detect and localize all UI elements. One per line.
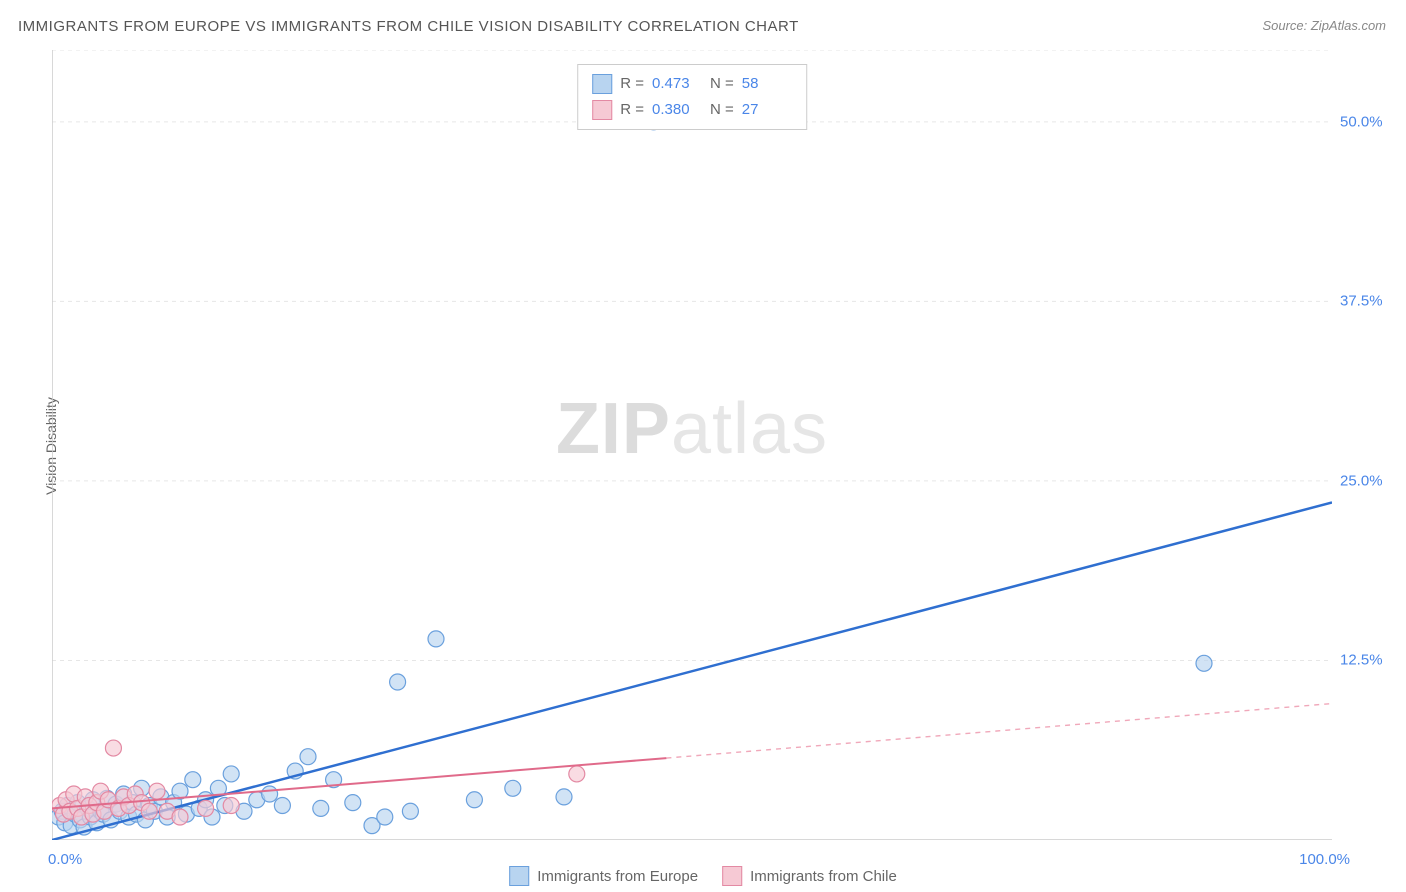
x-tick-min: 0.0% (48, 851, 82, 868)
data-point (402, 803, 418, 819)
stats-legend-row: R = 0.380 N = 27 (592, 97, 792, 123)
legend-item: Immigrants from Chile (722, 866, 897, 886)
data-point (377, 809, 393, 825)
legend-swatch (722, 866, 742, 886)
legend-label: Immigrants from Europe (537, 868, 698, 885)
data-point (149, 783, 165, 799)
data-point (1196, 655, 1212, 671)
n-label: N = (710, 71, 734, 97)
data-point (390, 674, 406, 690)
n-value: 27 (742, 97, 792, 123)
n-label: N = (710, 97, 734, 123)
stats-legend: R = 0.473 N = 58 R = 0.380 N = 27 (577, 64, 807, 130)
plot-area: ZIPatlas R = 0.473 N = 58 R = 0.380 N = … (52, 50, 1332, 840)
r-label: R = (620, 71, 644, 97)
source-label: Source: ZipAtlas.com (1262, 18, 1386, 33)
n-value: 58 (742, 71, 792, 97)
y-tick-label: 50.0% (1340, 113, 1400, 130)
scatter-svg (52, 50, 1332, 840)
x-tick-max: 100.0% (1299, 851, 1350, 868)
legend-swatch (592, 74, 612, 94)
data-point (274, 798, 290, 814)
r-value: 0.380 (652, 97, 702, 123)
legend-label: Immigrants from Chile (750, 868, 897, 885)
data-point (300, 749, 316, 765)
data-point (569, 766, 585, 782)
data-point (345, 795, 361, 811)
data-point (223, 766, 239, 782)
legend-swatch (592, 100, 612, 120)
data-point (466, 792, 482, 808)
data-point (198, 800, 214, 816)
r-value: 0.473 (652, 71, 702, 97)
r-label: R = (620, 97, 644, 123)
chart-container: IMMIGRANTS FROM EUROPE VS IMMIGRANTS FRO… (0, 0, 1406, 892)
data-point (105, 740, 121, 756)
chart-title: IMMIGRANTS FROM EUROPE VS IMMIGRANTS FRO… (18, 18, 799, 35)
data-point (172, 809, 188, 825)
y-tick-label: 25.0% (1340, 472, 1400, 489)
data-point (313, 800, 329, 816)
trend-line (52, 502, 1332, 840)
y-tick-label: 12.5% (1340, 652, 1400, 669)
data-point (556, 789, 572, 805)
series-legend: Immigrants from Europe Immigrants from Ch… (509, 866, 897, 886)
data-point (141, 803, 157, 819)
stats-legend-row: R = 0.473 N = 58 (592, 71, 792, 97)
data-point (262, 786, 278, 802)
legend-item: Immigrants from Europe (509, 866, 698, 886)
y-tick-label: 37.5% (1340, 293, 1400, 310)
data-point (223, 798, 239, 814)
data-point (505, 780, 521, 796)
legend-swatch (509, 866, 529, 886)
data-point (185, 772, 201, 788)
trend-line-extrapolated (666, 704, 1332, 759)
data-point (428, 631, 444, 647)
